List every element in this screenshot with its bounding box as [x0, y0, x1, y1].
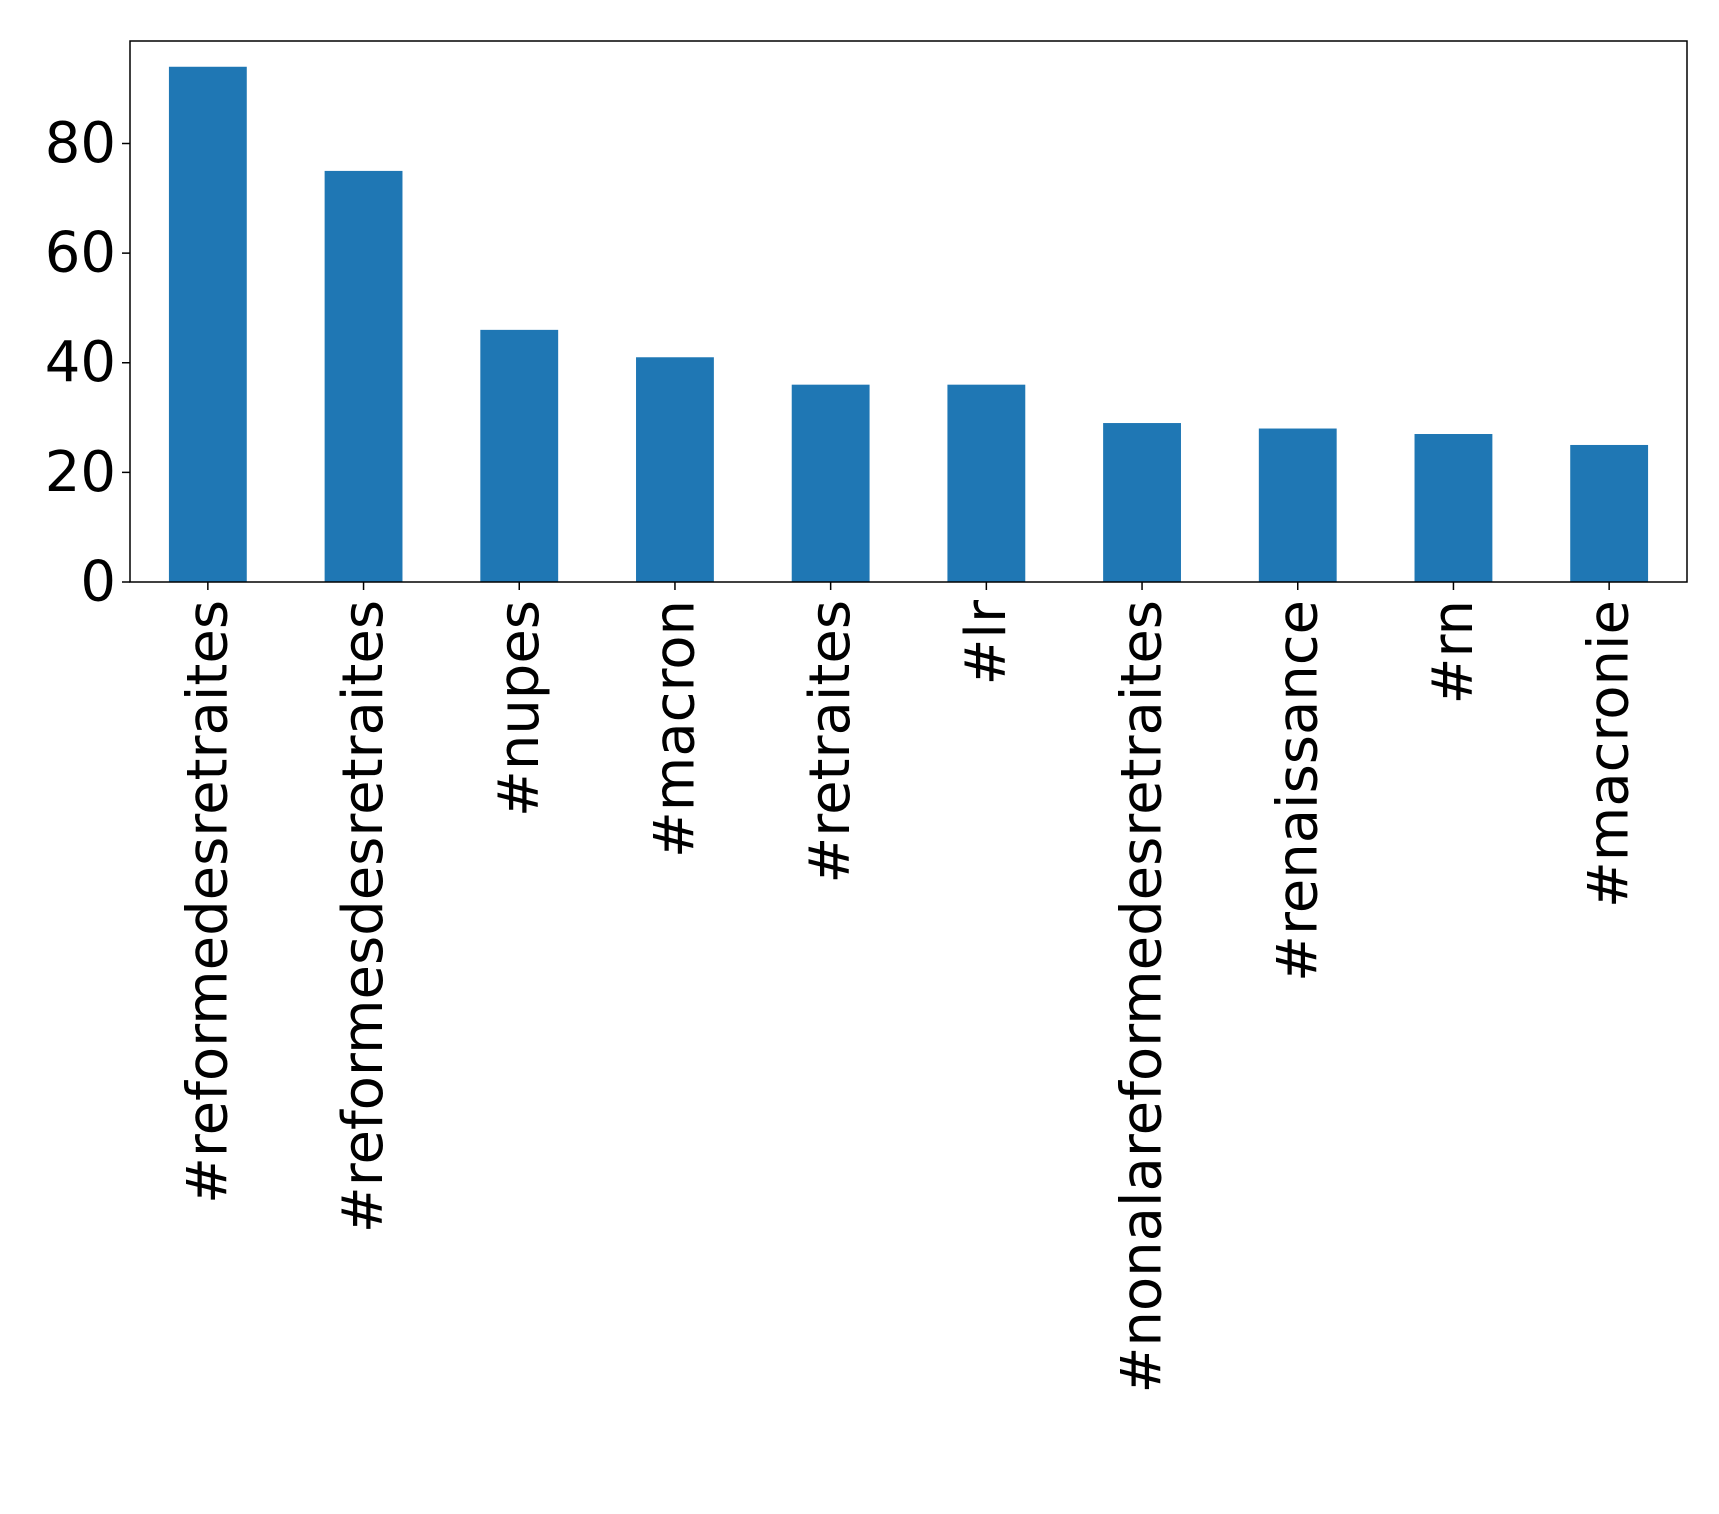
y-tick-label-4: 80 [45, 111, 116, 176]
y-tick-label-2: 40 [45, 330, 116, 395]
bar-8 [1414, 434, 1493, 582]
plot-area-frame [129, 40, 1688, 583]
y-axis-ticks: 0 20 40 60 80 [45, 111, 130, 615]
bar-7 [1258, 428, 1337, 582]
x-axis-ticks: #reformedesretraites #reformesdesretraite… [175, 582, 1642, 1394]
bar-0 [168, 66, 247, 582]
x-tick-label-7: #renaissance [1265, 600, 1330, 982]
bar-9 [1570, 444, 1649, 582]
bars-group [168, 66, 1649, 583]
y-tick-label-0: 0 [80, 550, 116, 615]
x-tick-label-4: #retraites [798, 600, 863, 884]
x-tick-label-2: #nupes [487, 600, 552, 817]
bar-6 [1103, 423, 1181, 582]
bar-5 [947, 384, 1026, 582]
bar-4 [791, 384, 870, 582]
x-tick-label-5: #lr [954, 599, 1019, 685]
bar-3 [636, 357, 714, 582]
x-tick-label-8: #rn [1421, 600, 1486, 704]
y-tick-label-3: 60 [45, 221, 116, 286]
x-tick-label-9: #macronie [1577, 600, 1642, 908]
bar-2 [480, 329, 559, 582]
x-tick-label-0: #reformedesretraites [175, 600, 240, 1204]
bar-1 [324, 170, 403, 583]
x-tick-label-3: #macron [642, 600, 707, 858]
x-tick-label-6: #nonalareformedesretraites [1110, 600, 1175, 1394]
x-tick-label-1: #reformesdesretraites [331, 600, 396, 1233]
y-tick-label-1: 20 [45, 440, 116, 505]
